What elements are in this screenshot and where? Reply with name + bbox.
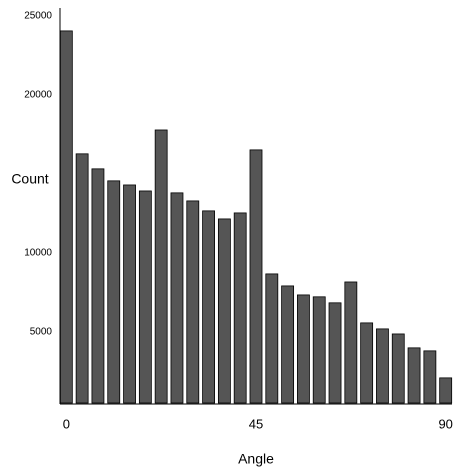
- bar: [344, 281, 358, 404]
- bar: [123, 184, 136, 404]
- bar: [391, 333, 405, 404]
- y-tick-label: 25000: [24, 11, 52, 22]
- y-tick-label: 10000: [24, 248, 52, 259]
- bar: [217, 218, 231, 404]
- bar: [154, 129, 168, 404]
- bar: [407, 347, 421, 404]
- bar: [360, 322, 374, 404]
- bar: [328, 302, 342, 404]
- bar: [75, 153, 89, 404]
- x-axis-label: Angle: [238, 451, 274, 467]
- bar: [107, 180, 121, 404]
- bar: [202, 210, 215, 404]
- bar: [91, 168, 105, 404]
- bar: [281, 285, 295, 404]
- bar: [265, 273, 279, 404]
- bar: [312, 296, 326, 404]
- x-tick-label: 90: [438, 416, 452, 431]
- x-tick-label: 0: [63, 416, 70, 431]
- y-tick-label: 20000: [24, 90, 52, 101]
- bar: [376, 328, 389, 404]
- bar: [138, 190, 152, 404]
- bar: [439, 377, 453, 404]
- bar: [297, 294, 310, 404]
- x-tick-label: 45: [249, 416, 263, 431]
- bar: [170, 192, 184, 404]
- bar: [59, 30, 73, 404]
- bar: [249, 149, 263, 404]
- bar: [423, 350, 437, 404]
- y-axis-label: Count: [11, 171, 48, 187]
- bar: [186, 200, 200, 404]
- bar: [233, 212, 247, 404]
- y-tick-label: 5000: [30, 327, 53, 338]
